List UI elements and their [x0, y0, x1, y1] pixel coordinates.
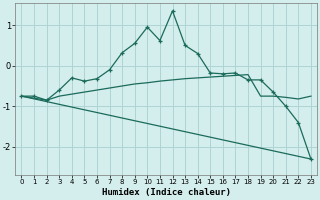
X-axis label: Humidex (Indice chaleur): Humidex (Indice chaleur) — [102, 188, 231, 197]
